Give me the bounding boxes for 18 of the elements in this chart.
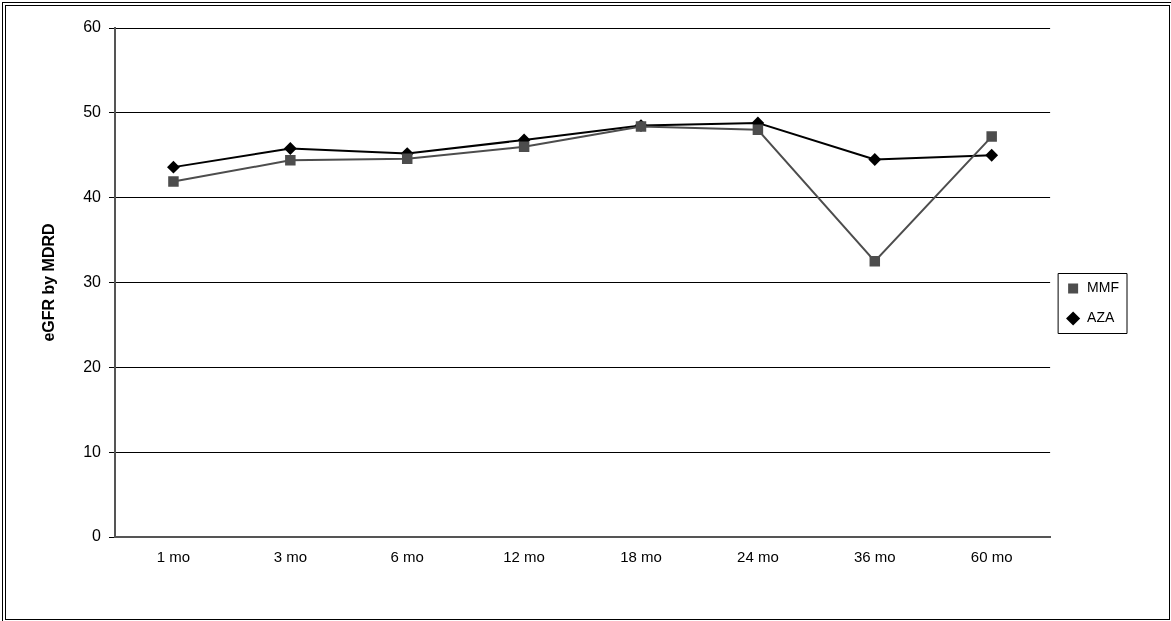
y-axis-title: eGFR by MDRD [40,223,58,342]
y-tick-label: 20 [83,357,102,375]
y-tick-label: 40 [83,188,102,206]
x-tick-label: 24 mo [737,548,779,566]
x-tick-label: 6 mo [390,548,424,566]
legend-label: MMF [1087,279,1120,296]
x-tick-label: 60 mo [970,548,1013,566]
y-tick-label: 0 [92,527,102,545]
y-tick-label: 30 [83,272,102,290]
legend-label: AZA [1087,309,1116,326]
x-tick-label: 36 mo [853,548,896,566]
x-tick-label: 3 mo [273,548,308,566]
x-tick-label: 18 mo [620,548,662,566]
x-tick-label: 12 mo [503,548,545,566]
y-tick-label: 50 [83,103,102,121]
y-tick-label: 10 [83,442,102,460]
x-tick-label: 1 mo [156,548,191,566]
y-tick-label: 60 [83,18,102,36]
